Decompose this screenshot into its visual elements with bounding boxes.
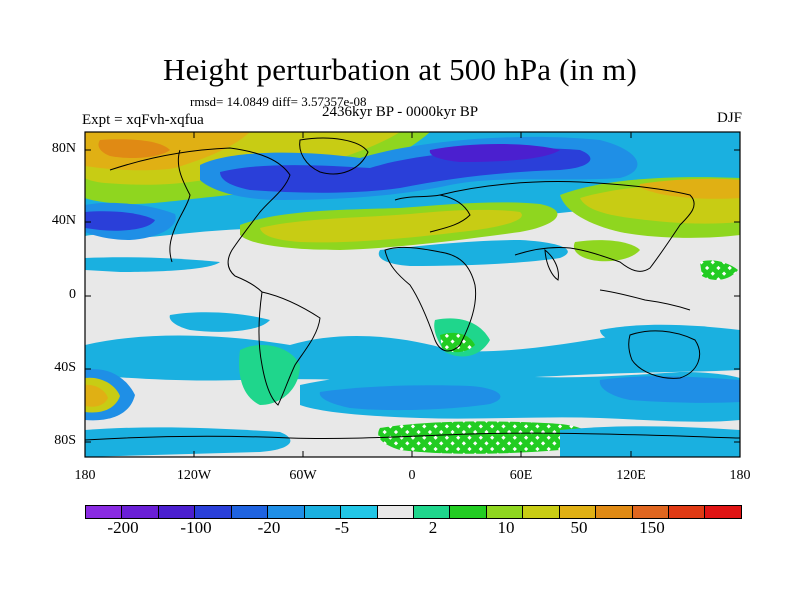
lon-label-60e: 60E: [509, 468, 533, 483]
colorbar-swatch: [86, 506, 123, 518]
colorbar: [85, 505, 742, 519]
lon-label-60w: 60W: [289, 468, 317, 483]
lon-label-180e: 180: [729, 468, 751, 483]
colorbar-swatch: [304, 506, 342, 518]
colorbar-swatch: [669, 506, 706, 518]
colorbar-label: 50: [570, 518, 588, 537]
experiment-label: Expt = xqFvh-xqfua: [82, 112, 204, 128]
colorbar-label: -20: [257, 518, 281, 537]
lat-label-80s: 80S: [54, 433, 76, 448]
lon-label-0: 0: [408, 468, 416, 483]
lat-label-80n: 80N: [51, 141, 76, 156]
colorbar-swatch: [705, 506, 741, 518]
colorbar-swatch: [596, 506, 633, 518]
colorbar-label: -200: [107, 518, 139, 537]
colorbar-swatch: [341, 506, 378, 518]
lat-label-40s: 40S: [54, 360, 76, 375]
colorbar-swatch: [122, 506, 159, 518]
colorbar-swatch: [158, 506, 196, 518]
colorbar-swatch: [377, 506, 414, 518]
period-label: 2436kyr BP - 0000kyr BP: [322, 104, 479, 120]
lon-label-120w: 120W: [176, 468, 212, 483]
colorbar-label: 2: [428, 518, 438, 537]
colorbar-label: 10: [497, 518, 515, 537]
lat-label-40n: 40N: [51, 213, 76, 228]
colorbar-swatch: [231, 506, 269, 518]
colorbar-label: 150: [639, 518, 665, 537]
colorbar-label: -100: [180, 518, 212, 537]
colorbar-swatch: [268, 506, 305, 518]
colorbar-label: -5: [334, 518, 350, 537]
colorbar-swatch: [413, 506, 451, 518]
lat-label-0: 0: [69, 287, 76, 302]
colorbar-swatch: [195, 506, 232, 518]
lon-label-180w: 180: [74, 468, 96, 483]
lon-label-120e: 120E: [616, 468, 646, 483]
colorbar-swatch: [450, 506, 487, 518]
stats-text: rmsd= 14.0849 diff= 3.57357e-08: [190, 94, 367, 109]
coastlines: [85, 137, 740, 441]
map-title: Height perturbation at 500 hPa (in m): [162, 52, 638, 87]
axis-ticks: [85, 132, 740, 457]
colorbar-swatch: [523, 506, 560, 518]
colorbar-swatch: [559, 506, 597, 518]
colorbar-swatch: [486, 506, 524, 518]
colorbar-swatch: [632, 506, 669, 518]
season-label: DJF: [716, 110, 742, 126]
